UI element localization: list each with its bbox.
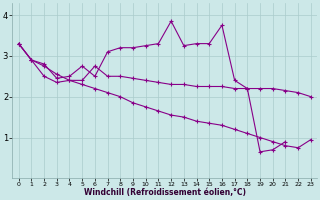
X-axis label: Windchill (Refroidissement éolien,°C): Windchill (Refroidissement éolien,°C) [84, 188, 246, 197]
